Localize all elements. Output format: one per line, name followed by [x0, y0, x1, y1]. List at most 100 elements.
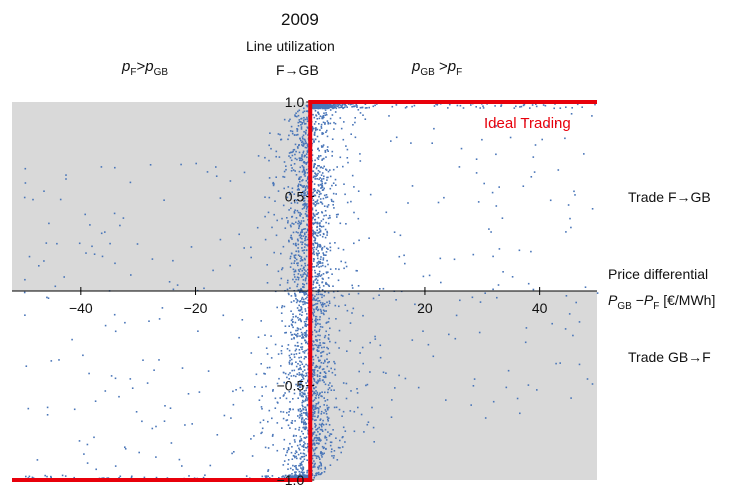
data-point	[272, 444, 274, 446]
data-point	[305, 408, 307, 411]
data-point	[435, 103, 437, 105]
data-point	[278, 477, 280, 479]
data-point	[295, 365, 298, 368]
data-point	[318, 330, 320, 333]
data-point	[316, 339, 318, 341]
data-point	[322, 303, 325, 306]
data-point	[287, 138, 289, 141]
data-point	[312, 362, 315, 365]
data-point	[285, 331, 287, 334]
data-point	[23, 291, 26, 294]
data-point	[328, 300, 331, 303]
data-point	[283, 448, 285, 450]
data-point	[322, 453, 324, 456]
data-point	[307, 379, 309, 382]
data-point	[313, 378, 316, 381]
data-point	[321, 391, 323, 393]
data-point	[298, 374, 300, 376]
data-point	[299, 138, 301, 140]
data-point	[295, 244, 297, 247]
data-point	[321, 346, 323, 349]
data-point	[328, 424, 331, 426]
data-point	[358, 370, 360, 373]
data-point	[304, 186, 307, 189]
data-point	[294, 349, 297, 352]
data-point	[302, 228, 305, 230]
data-point	[304, 303, 306, 305]
data-point	[314, 397, 317, 399]
data-point	[390, 140, 392, 142]
data-point	[358, 239, 360, 242]
data-point	[264, 475, 267, 477]
data-point	[321, 351, 324, 353]
data-point	[564, 328, 567, 330]
data-point	[320, 355, 322, 358]
data-point	[311, 128, 314, 131]
data-point	[303, 192, 305, 195]
data-point	[349, 322, 352, 324]
data-point	[294, 452, 297, 455]
data-point	[520, 105, 523, 108]
data-point	[304, 324, 307, 326]
data-point	[302, 326, 304, 329]
data-point	[314, 415, 316, 418]
data-point	[306, 116, 308, 119]
data-point	[333, 121, 335, 124]
data-point	[298, 464, 300, 467]
data-point	[312, 418, 314, 421]
data-point	[316, 225, 319, 228]
data-point	[283, 381, 285, 384]
data-point	[334, 341, 337, 344]
data-point	[329, 444, 332, 447]
data-point	[300, 368, 302, 371]
data-point	[319, 286, 321, 289]
data-point	[312, 232, 315, 234]
data-point	[317, 468, 320, 470]
data-point	[298, 447, 300, 450]
data-point	[304, 170, 306, 173]
data-point	[307, 372, 309, 374]
data-point	[73, 476, 75, 479]
data-point	[374, 104, 376, 107]
data-point	[306, 110, 309, 112]
data-point	[319, 115, 322, 117]
data-point	[475, 158, 478, 160]
data-point	[327, 284, 330, 286]
data-point	[307, 294, 309, 297]
data-point	[288, 239, 290, 242]
data-point	[303, 449, 305, 451]
data-point	[323, 165, 325, 168]
data-point	[366, 383, 369, 386]
data-point	[541, 138, 543, 141]
data-point	[148, 320, 150, 322]
data-point	[325, 413, 328, 415]
data-point	[313, 253, 315, 256]
data-point	[293, 273, 296, 276]
data-point	[304, 301, 306, 303]
data-point	[299, 223, 302, 225]
shaded-regions	[12, 102, 597, 480]
data-point	[385, 372, 387, 374]
data-point	[319, 379, 321, 382]
data-point	[459, 104, 462, 107]
shaded-region-0	[12, 102, 311, 291]
data-point	[312, 199, 315, 201]
data-point	[296, 329, 299, 332]
data-point	[325, 194, 328, 196]
data-point	[321, 289, 324, 291]
data-point	[298, 194, 300, 196]
data-point	[289, 467, 292, 470]
data-point	[321, 158, 324, 160]
data-point	[324, 236, 327, 239]
data-point	[395, 299, 397, 301]
data-point	[141, 420, 143, 423]
data-point	[282, 395, 285, 397]
trade-gb-f-label: Trade GB→F	[628, 349, 711, 365]
data-point	[314, 218, 317, 221]
data-point	[320, 428, 323, 431]
data-point	[311, 247, 314, 249]
data-point	[354, 121, 356, 124]
data-point	[319, 229, 322, 232]
data-point	[298, 157, 301, 159]
data-point	[276, 306, 278, 309]
